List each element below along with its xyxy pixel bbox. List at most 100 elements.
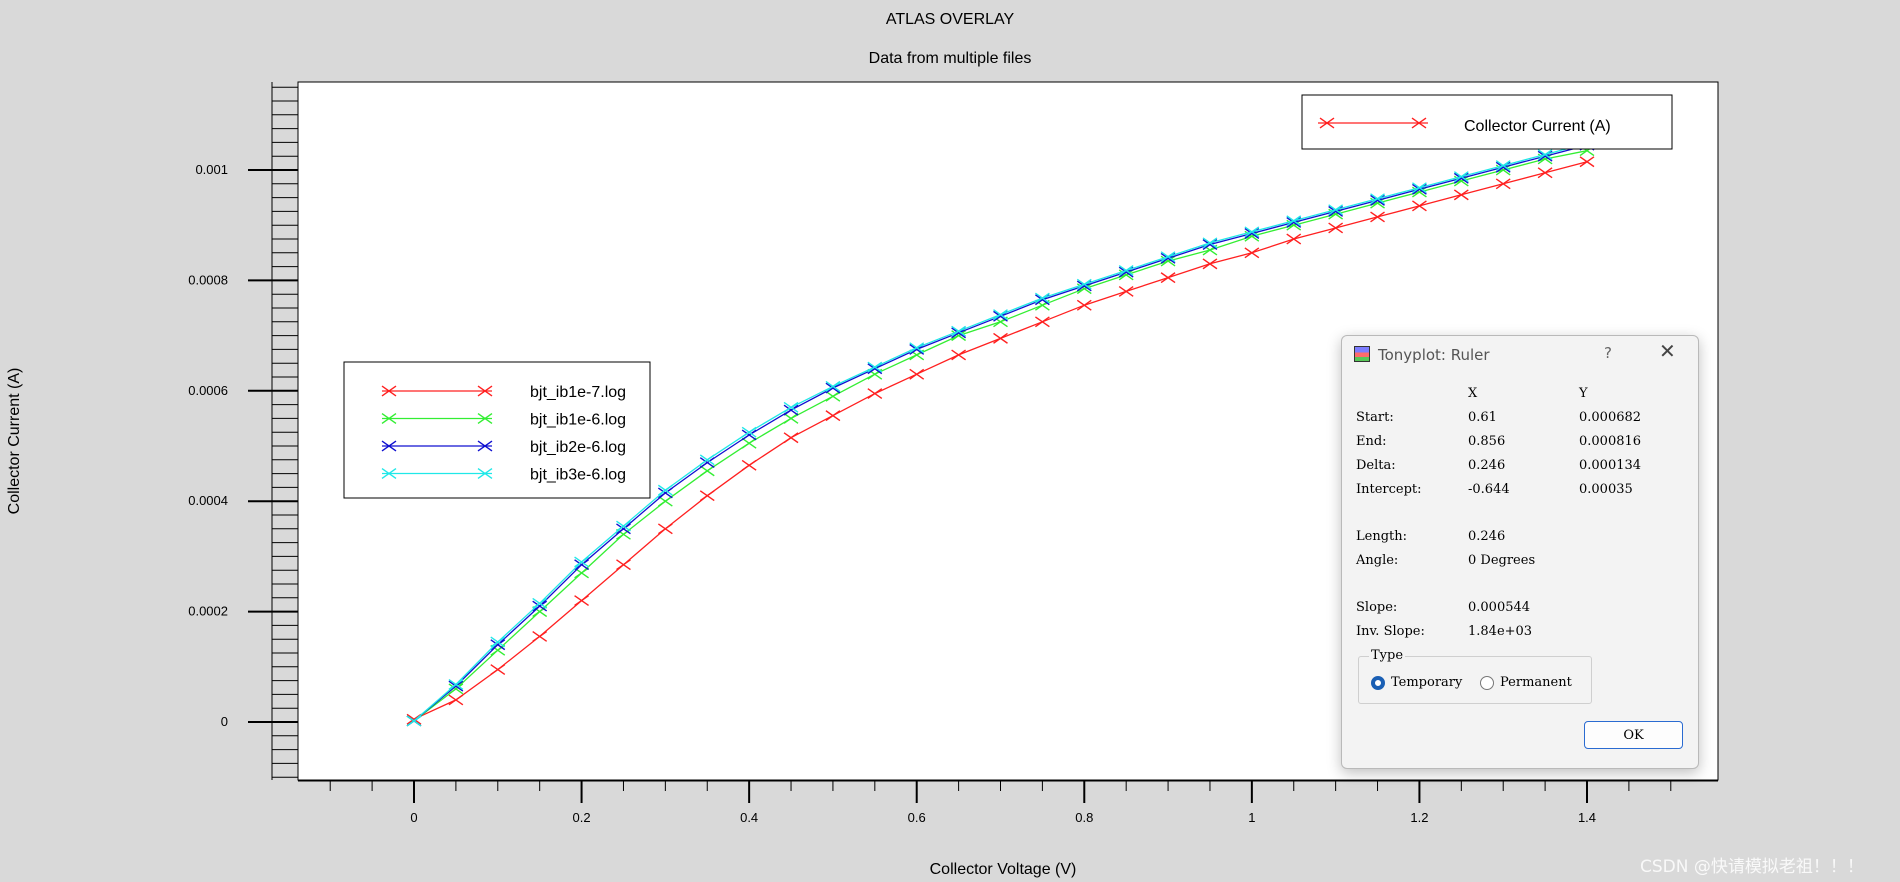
col-y-header: Y [1579,386,1588,401]
data-point [867,361,883,373]
legend-marker [381,385,397,397]
data-point [532,600,548,612]
legend-marker [381,413,397,424]
intercept-x: -0.644 [1468,482,1510,497]
data-point [490,636,506,648]
legend-marker [381,440,397,452]
data-point [867,388,883,400]
data-point [1537,167,1553,179]
legend-entry: bjt_ib1e-7.log [381,384,626,401]
delta-x: 0.246 [1468,458,1506,473]
data-point [1202,258,1218,270]
y-tick-label: 0.0006 [188,383,228,398]
data-point [1453,171,1469,183]
data-point [1453,189,1469,201]
inv-slope-value: 1.84e+03 [1468,624,1533,639]
data-point [1118,264,1134,276]
close-icon[interactable]: ✕ [1659,339,1676,363]
help-icon[interactable]: ? [1604,344,1612,362]
chart-subtitle: Data from multiple files [869,50,1032,67]
data-point [993,332,1008,344]
data-point [574,559,589,571]
legend-quantity-marker [1319,117,1335,129]
series-1 [406,145,1595,727]
x-tick-label: 0.6 [908,810,926,825]
data-point [616,520,631,532]
data-point [657,495,673,507]
legend-label: bjt_ib2e-6.log [530,439,626,456]
legend-main-box [343,361,651,499]
y-tick-label: 0.0004 [188,493,228,508]
data-point [699,457,715,469]
start-y: 0.000682 [1579,410,1642,425]
type-groupbox: Type Temporary Permanent [1358,648,1592,704]
data-point [783,404,799,416]
angle-value: 0 Degrees [1468,553,1536,568]
app-icon [1354,346,1370,362]
radio-permanent[interactable]: Permanent [1480,675,1572,690]
x-tick-label: 0 [410,810,417,825]
delta-label: Delta: [1356,458,1396,473]
start-x: 0.61 [1468,410,1497,425]
data-point [1286,215,1302,227]
legend-main: bjt_ib1e-7.log bjt_ib1e-6.log bjt_ib2e-6.l… [343,361,651,499]
data-point [741,459,757,471]
data-point [532,597,548,609]
legend-marker [477,468,493,479]
legend-quantity-marker [1411,117,1427,129]
ok-button[interactable]: OK [1584,721,1683,749]
data-point [1495,160,1511,172]
data-point [574,556,589,568]
col-x-header: X [1468,386,1478,401]
data-point [741,426,757,438]
legend-entry: bjt_ib2e-6.log [381,439,626,456]
data-point [783,401,799,413]
end-x: 0.856 [1468,434,1506,449]
data-point [657,523,673,535]
angle-label: Angle: [1356,553,1399,568]
data-point [825,410,841,422]
data-point [448,694,464,706]
x-axis-label: Collector Voltage (V) [930,861,1077,878]
legend-marker [477,385,493,397]
data-point [1412,182,1427,194]
ruler-titlebar[interactable]: Tonyplot: Ruler ? ✕ [1342,336,1698,374]
x-tick-label: 0.4 [740,810,758,825]
radio-temporary[interactable]: Temporary [1371,675,1462,690]
radio-permanent-label: Permanent [1500,675,1572,690]
radio-temporary-dot[interactable] [1371,675,1385,690]
data-point [1118,285,1134,297]
data-point [1412,200,1427,212]
legend-quantity: Collector Current (A) [1301,94,1673,150]
y-tick-label: 0.0008 [188,272,228,287]
end-label: End: [1356,434,1387,449]
series-layer [406,138,1595,727]
slope-value: 0.000544 [1468,600,1531,615]
x-tick-label: 1.2 [1410,810,1428,825]
type-label: Type [1369,648,1406,663]
y-tick-label: 0 [221,714,228,729]
y-tick-label: 0.001 [195,162,228,177]
radio-permanent-dot[interactable] [1480,675,1494,690]
watermark: CSDN @快请模拟老祖！！！ [1640,857,1864,877]
data-point [1579,156,1595,168]
x-tick-label: 1.4 [1578,810,1596,825]
data-point [448,683,464,695]
data-point [699,454,715,466]
data-point [1537,149,1553,161]
y-axis-label: Collector Current (A) [6,368,23,515]
data-point [1076,299,1092,311]
data-point [1202,237,1218,249]
data-point [1370,211,1385,223]
length-value: 0.246 [1468,529,1506,544]
x-tick-label: 0.2 [573,810,591,825]
start-label: Start: [1356,410,1394,425]
data-point [825,380,841,392]
data-point [490,664,506,676]
x-tick-label: 1 [1248,810,1255,825]
data-point [783,432,799,444]
data-point [616,559,631,571]
radio-temporary-label: Temporary [1391,675,1463,690]
x-tick-label: 0.8 [1075,810,1093,825]
y-axis: 0 0.0002 0.0004 0.0006 0.0008 0.001 [188,82,298,780]
